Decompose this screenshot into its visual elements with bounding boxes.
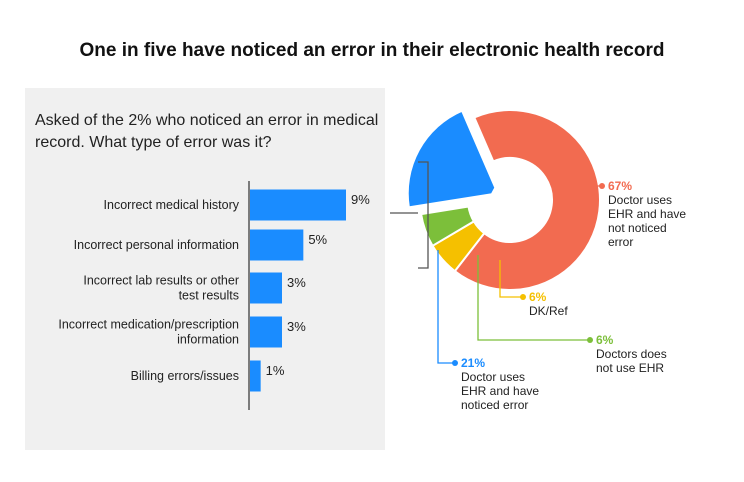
donut-slice-label: noticed error [461, 398, 528, 412]
donut-slice-label: EHR and have [461, 384, 539, 398]
donut-pct-label: 21% [461, 356, 485, 370]
bar-value-label: 5% [308, 232, 327, 247]
donut-leader-line [437, 250, 455, 364]
bar-category-label: test results [179, 289, 239, 303]
donut-pct-label: 6% [529, 290, 547, 304]
connector-bracket [418, 161, 429, 269]
donut-slice-label: DK/Ref [529, 304, 568, 318]
donut-label-dot [587, 337, 593, 343]
bar-chart-panel [25, 88, 385, 450]
donut-leader-line [499, 260, 523, 298]
bar-value-label: 3% [287, 319, 306, 334]
donut-slice-label: EHR and have [608, 207, 686, 221]
bar-category-label: information [177, 333, 239, 347]
donut-slice-label: error [608, 235, 633, 249]
donut-label-dot [599, 183, 605, 189]
bar-category-label: Billing errors/issues [131, 369, 239, 383]
bar [250, 316, 282, 348]
bar [250, 229, 304, 261]
donut-slice-label: Doctor uses [461, 370, 525, 384]
donut-slice-label: not noticed [608, 221, 667, 235]
donut-leader-line [477, 255, 590, 341]
bar [250, 189, 346, 221]
bar-value-label: 9% [351, 192, 370, 207]
donut-slice-label: Doctors does [596, 347, 667, 361]
bar-category-label: Incorrect personal information [74, 238, 239, 252]
bar-value-label: 3% [287, 275, 306, 290]
bar-value-label: 1% [266, 363, 285, 378]
bar-chart-subtitle: Asked of the 2% who noticed an error in … [35, 112, 379, 151]
bar-category-label: Incorrect lab results or other [83, 274, 239, 288]
bar [250, 360, 261, 392]
donut-slice [453, 109, 601, 291]
donut-slice-label: not use EHR [596, 361, 664, 375]
donut-pct-label: 6% [596, 333, 614, 347]
donut-label-dot [452, 360, 458, 366]
donut-pct-label: 67% [608, 179, 632, 193]
bar-category-label: Incorrect medication/prescription [58, 318, 239, 332]
chart-title: One in five have noticed an error in the… [79, 40, 665, 61]
donut-label-dot [520, 294, 526, 300]
donut-slice-label: Doctor uses [608, 193, 672, 207]
bar-category-label: Incorrect medical history [104, 198, 240, 212]
bar-chart: Incorrect medical history 9% Incorrect per… [58, 181, 370, 410]
bar [250, 272, 282, 304]
donut-slice [406, 109, 497, 209]
